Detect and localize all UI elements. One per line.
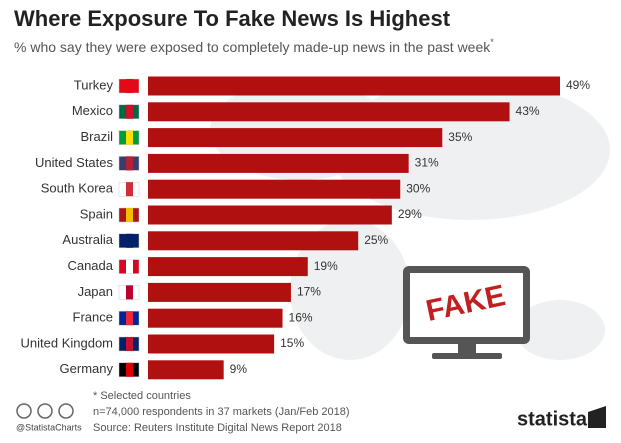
value-label: 15% xyxy=(280,336,304,350)
value-label: 43% xyxy=(516,104,540,118)
monitor-base xyxy=(432,353,502,359)
flag-stripe xyxy=(126,208,133,222)
value-label: 49% xyxy=(566,78,590,92)
brand-logo: statista xyxy=(517,408,588,430)
subtitle-marker: * xyxy=(490,37,494,47)
bar xyxy=(148,128,443,148)
category-label: Canada xyxy=(67,258,113,273)
note: Source: Reuters Institute Digital News R… xyxy=(93,422,342,434)
category-label: United Kingdom xyxy=(21,335,114,350)
flag-stripe xyxy=(126,362,133,377)
value-label: 25% xyxy=(364,233,388,247)
bar xyxy=(148,102,510,122)
value-label: 31% xyxy=(415,156,439,170)
flag-stripe xyxy=(126,156,133,171)
flag-stripe xyxy=(126,182,133,197)
flag-stripe xyxy=(126,79,133,93)
subtitle-text: % who say they were exposed to completel… xyxy=(14,39,491,55)
category-label: Brazil xyxy=(80,129,113,144)
bar xyxy=(148,308,283,328)
bar xyxy=(148,257,308,277)
category-label: Mexico xyxy=(72,103,113,118)
category-label: United States xyxy=(35,155,114,170)
bar xyxy=(148,360,224,380)
value-label: 9% xyxy=(230,362,248,376)
chart-title: Where Exposure To Fake News Is Highest xyxy=(14,6,451,31)
flag-stripe xyxy=(126,233,133,248)
category-label: France xyxy=(73,310,113,325)
license-icons xyxy=(16,403,74,419)
flag-stripe xyxy=(126,259,133,274)
value-label: 19% xyxy=(314,259,338,273)
chart-subtitle: % who say they were exposed to completel… xyxy=(14,37,494,54)
brand-mark xyxy=(588,406,606,428)
bar xyxy=(148,205,392,225)
bar xyxy=(148,153,409,173)
flag-stripe xyxy=(126,337,133,351)
note: * Selected countries xyxy=(93,390,191,402)
note: n=74,000 respondents in 37 markets (Jan/… xyxy=(93,406,350,418)
bar xyxy=(148,76,560,96)
category-label: South Korea xyxy=(41,181,114,196)
value-label: 17% xyxy=(297,285,321,299)
bar xyxy=(148,179,401,199)
category-label: Turkey xyxy=(74,77,114,92)
monitor-neck xyxy=(458,344,476,354)
flag-stripe xyxy=(126,285,133,300)
bar xyxy=(148,334,275,354)
monitor-screen xyxy=(410,273,523,337)
category-label: Australia xyxy=(62,232,113,247)
category-label: Japan xyxy=(78,284,113,299)
bar xyxy=(148,231,359,251)
handle: @StatistaCharts xyxy=(16,422,82,432)
category-label: Germany xyxy=(60,361,114,376)
value-label: 29% xyxy=(398,207,422,221)
flag-stripe xyxy=(126,104,133,119)
nd-icon xyxy=(58,403,74,419)
category-label: Spain xyxy=(80,206,113,221)
fake-monitor: FAKE xyxy=(403,266,530,359)
value-label: 35% xyxy=(448,130,472,144)
cc-icon xyxy=(16,403,32,419)
value-label: 30% xyxy=(406,181,430,195)
flag-stripe xyxy=(126,311,133,326)
flag-stripe xyxy=(126,130,133,145)
by-icon xyxy=(37,403,53,419)
bar xyxy=(148,282,291,302)
value-label: 16% xyxy=(289,310,313,324)
